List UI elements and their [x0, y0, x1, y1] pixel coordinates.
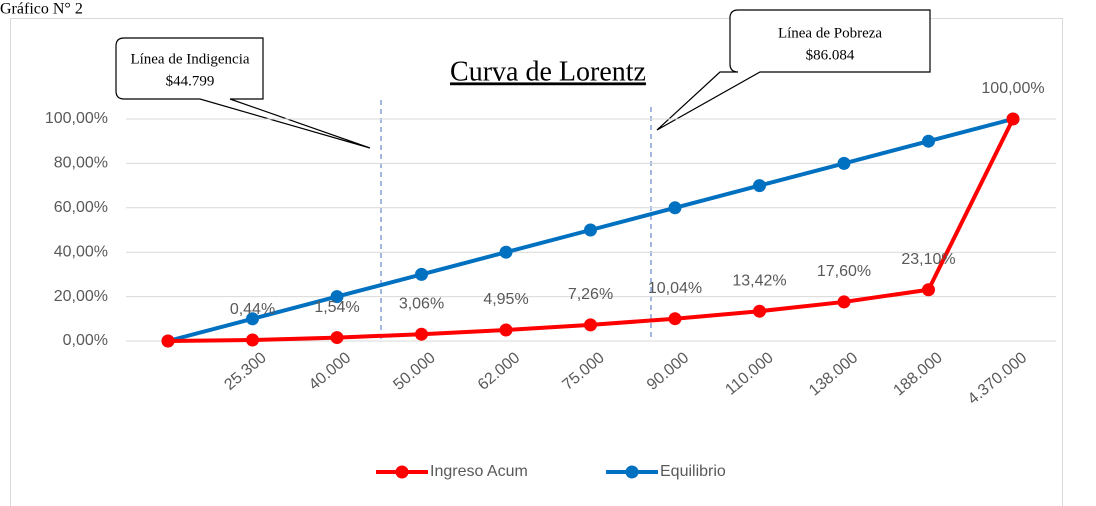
- point: [330, 331, 344, 345]
- y-tick-label: 40,00%: [54, 243, 108, 260]
- data-label: 7,26%: [568, 286, 613, 303]
- legend-marker: [625, 465, 639, 479]
- data-label: 17,60%: [817, 263, 871, 280]
- y-tick-label: 100,00%: [45, 110, 108, 127]
- callout-title: Línea de Indigencia: [130, 51, 249, 67]
- point: [161, 334, 175, 348]
- chart-title: Curva de Lorentz: [450, 56, 646, 87]
- point: [922, 134, 935, 148]
- y-tick-label: 20,00%: [54, 288, 108, 305]
- x-tick-label: 50.000: [390, 349, 439, 394]
- point: [584, 318, 597, 332]
- point: [753, 304, 766, 318]
- legend-label: Ingreso Acum: [430, 463, 528, 480]
- point: [753, 179, 766, 193]
- callout: [656, 9, 931, 131]
- point: [668, 312, 682, 326]
- y-tick-label: 0,00%: [63, 332, 108, 349]
- point: [1006, 112, 1020, 126]
- data-label: 0,44%: [230, 301, 275, 318]
- y-tick-label: 60,00%: [54, 199, 108, 216]
- data-label: 100,00%: [981, 80, 1044, 97]
- data-label: 10,04%: [648, 280, 702, 297]
- x-tick-label: 4.370.000: [965, 349, 1031, 408]
- point: [246, 312, 259, 326]
- x-tick-label: 25.300: [221, 349, 270, 394]
- callout-title: Línea de Pobreza: [778, 25, 882, 41]
- point: [837, 156, 851, 170]
- x-tick-label: 62.000: [475, 349, 524, 394]
- callout: [115, 37, 371, 149]
- x-tick-label: 188.000: [891, 349, 946, 399]
- legend-label: Equilibrio: [660, 463, 726, 480]
- x-tick-label: 40.000: [306, 349, 355, 394]
- point: [415, 267, 428, 281]
- point: [499, 245, 513, 259]
- point: [584, 223, 597, 237]
- data-label: 13,42%: [732, 272, 786, 289]
- point: [415, 327, 428, 341]
- data-label: 1,54%: [314, 299, 359, 316]
- x-tick-label: 138.000: [806, 349, 861, 399]
- data-label: 3,06%: [399, 295, 444, 312]
- x-tick-label: 75.000: [559, 349, 608, 394]
- data-label: 4,95%: [483, 291, 528, 308]
- y-tick-label: 80,00%: [54, 155, 108, 172]
- point: [922, 283, 935, 297]
- callout-amount: $86.084: [806, 47, 855, 63]
- x-tick-label: 110.000: [722, 349, 776, 399]
- legend-marker: [395, 465, 409, 479]
- callout-amount: $44.799: [166, 73, 215, 89]
- point: [330, 290, 344, 304]
- point: [246, 333, 259, 347]
- point: [499, 323, 513, 337]
- x-tick-label: 90.000: [644, 349, 693, 394]
- figure-label: Gráfico N° 2: [0, 1, 83, 18]
- point: [837, 295, 851, 309]
- data-label: 23,10%: [901, 251, 955, 268]
- chart-border: [10, 18, 1063, 506]
- point: [668, 201, 682, 215]
